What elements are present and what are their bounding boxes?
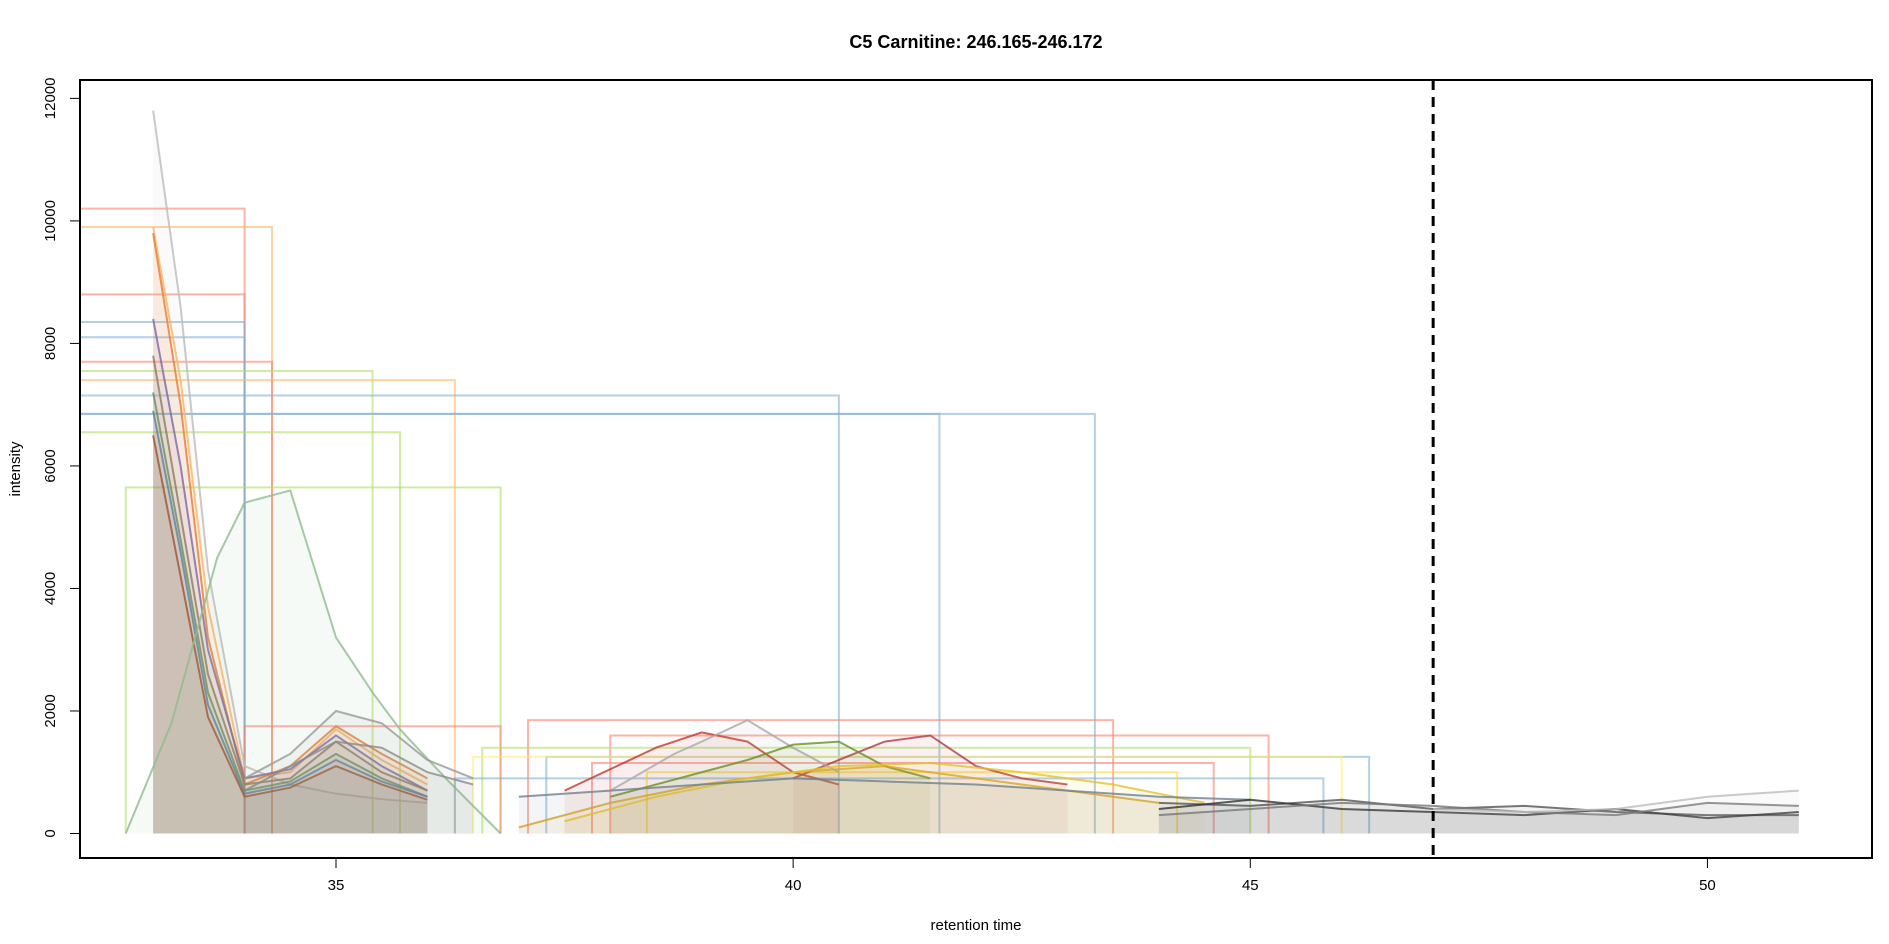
peak-window-12: [124, 486, 502, 834]
x-tick-label-3: 50: [1699, 877, 1716, 894]
x-tick-label-1: 40: [785, 877, 802, 894]
y-tick-label-3: 6000: [42, 449, 59, 482]
series-area-0: [153, 110, 428, 834]
series-area-1: [153, 227, 428, 834]
series-area-15: [518, 766, 1159, 834]
y-axis-label: intensity: [7, 441, 24, 497]
x-tick-label-0: 35: [328, 877, 345, 894]
series-lines: [124, 110, 1799, 835]
series-line-7: [152, 435, 428, 801]
series-area-8: [125, 490, 501, 834]
series-line-17: [518, 777, 1251, 801]
series-area-9: [244, 710, 474, 834]
series-area-14: [610, 741, 931, 834]
x-axis-label: retention time: [931, 917, 1022, 934]
series-area-2: [153, 233, 428, 834]
series-area-7: [153, 435, 428, 834]
peak-window-16: [481, 746, 1252, 834]
series-line-16: [564, 762, 1205, 823]
x-axis: 35 40 45 50: [328, 857, 1716, 894]
y-tick-label-6: 12000: [42, 78, 59, 120]
y-tick-label-2: 4000: [42, 572, 59, 605]
series-line-18: [1158, 798, 1799, 817]
series-line-19: [1158, 798, 1799, 820]
series-line-2: [152, 232, 428, 786]
series-area-20: [1158, 802, 1799, 834]
y-tick-label-1: 2000: [42, 694, 59, 727]
series-line-10: [244, 740, 474, 792]
series-line-20: [1158, 801, 1799, 817]
series-area-5: [153, 392, 428, 834]
series-area-21: [1433, 790, 1799, 834]
chart-title: C5 Carnitine: 246.165-246.172: [849, 32, 1102, 52]
series-area-18: [1158, 799, 1799, 834]
peak-window-13: [243, 725, 502, 834]
series-line-21: [1433, 789, 1799, 814]
series-line-3: [152, 318, 428, 792]
series-line-9: [244, 709, 474, 780]
series-line-6: [152, 410, 428, 798]
y-axis: 0 2000 4000 6000 8000 10000 12000: [42, 78, 81, 838]
series-area-17: [518, 778, 1251, 834]
peak-window-15: [609, 734, 1270, 834]
series-area-12: [793, 735, 1068, 834]
series-line-4: [152, 355, 428, 792]
series-area-10: [244, 741, 474, 834]
series-line-13: [609, 719, 840, 792]
series-line-12: [792, 734, 1068, 786]
series-line-8: [124, 489, 502, 835]
peak-window-14: [527, 719, 1115, 834]
series-line-15: [518, 765, 1159, 829]
y-tick-label-0: 0: [42, 829, 59, 837]
peak-window-20: [453, 777, 1325, 834]
series-area-3: [153, 318, 428, 834]
y-tick-label-5: 10000: [42, 200, 59, 242]
series-area-16: [564, 763, 1205, 834]
series-area-19: [1158, 799, 1799, 834]
x-tick-label-2: 45: [1242, 877, 1259, 894]
series-line-5: [152, 392, 428, 798]
peak-window-18: [472, 755, 1343, 834]
y-tick-label-4: 8000: [42, 327, 59, 360]
